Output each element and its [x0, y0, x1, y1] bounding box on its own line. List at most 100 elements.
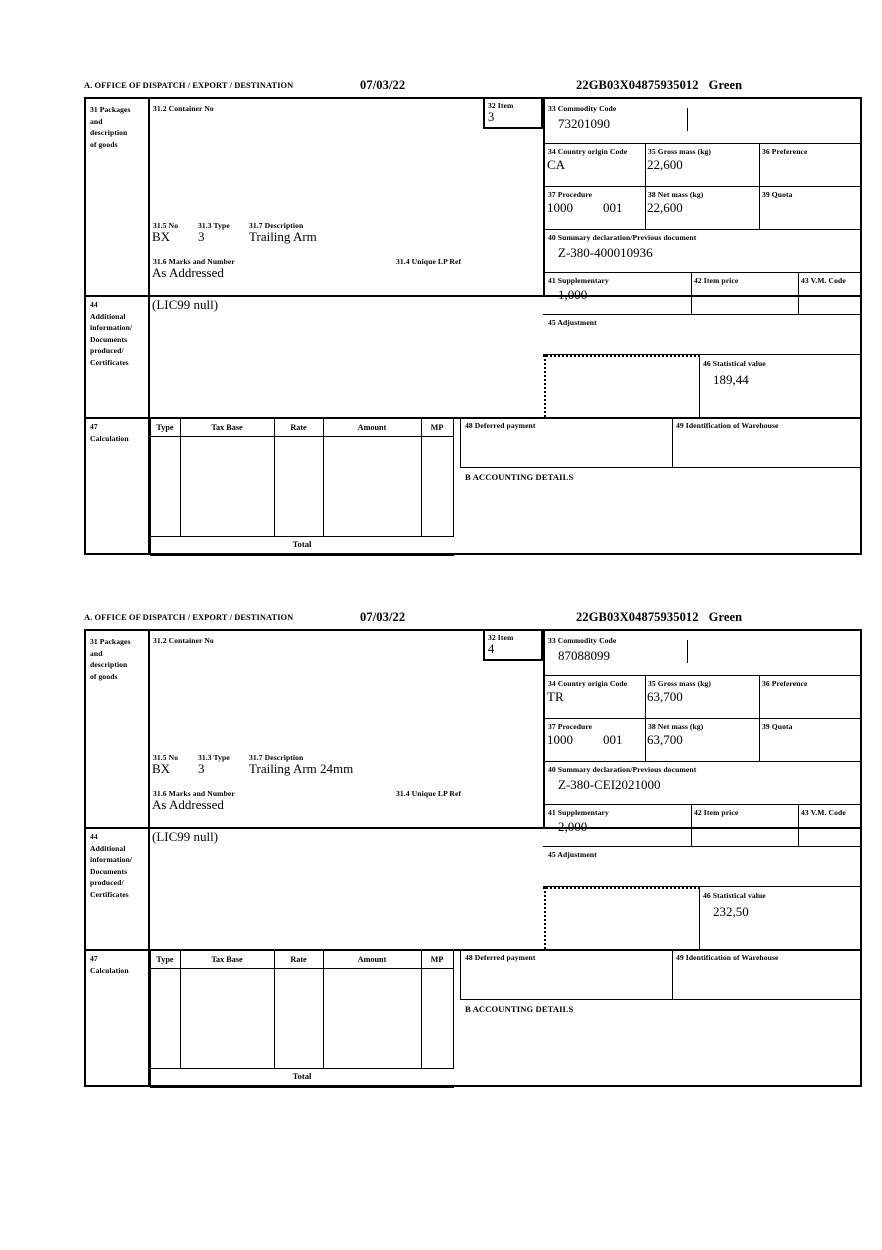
field-42-43-divider [798, 804, 799, 846]
field-37-label: 37 Procedure [548, 190, 593, 199]
field-42-label: 42 Item price [694, 808, 739, 817]
field-37-value-2: 001 [603, 200, 623, 215]
label-gutter-rule [148, 631, 150, 1087]
field-47-label: 47 Calculation [90, 954, 129, 975]
lane-value: Green [708, 78, 743, 92]
declaration-body: 31 Packages and description of goods 31.… [84, 99, 862, 556]
field-41-value: 1,000 [558, 287, 588, 302]
calc-header-type: Type [156, 423, 174, 432]
field-37-row-bottom-rule [543, 229, 860, 230]
mrn-value: 22GB03X04875935012 [576, 610, 699, 624]
calc-total-label: Total [292, 539, 312, 549]
field-31-2-label: 31.2 Container No [153, 636, 214, 645]
field-45-bottom-rule [543, 886, 860, 887]
field-40-label: 40 Summary declaration/Previous document [548, 233, 697, 242]
block-header: A. OFFICE OF DISPATCH / EXPORT / DESTINA… [84, 610, 862, 631]
field-40-bottom-rule [543, 272, 860, 273]
calc-header-mp: MP [430, 423, 444, 432]
field-48-left-rule [460, 417, 461, 467]
field-47-label: 47 Calculation [90, 422, 129, 443]
field-41-label: 41 Supplementary [548, 808, 609, 817]
declaration-date: 07/03/22 [360, 78, 406, 92]
field-33-label: 33 Commodity Code [548, 636, 617, 645]
field-44-value: (LIC99 null) [152, 297, 219, 312]
goods-section-bottom-rule [86, 827, 860, 829]
field-44-label: 44 Additional information/ Documents pro… [90, 832, 133, 899]
field-46-dotted-top-rule [543, 355, 700, 357]
field-37-row-bottom-rule [543, 761, 860, 762]
calc-col-type-right-rule [180, 951, 181, 1068]
field-34-35-divider [645, 143, 646, 186]
field-46-dotted-left-rule [544, 355, 546, 417]
mrn-and-lane: 22GB03X04875935012 Green [576, 610, 742, 625]
calc-col-amount-right-rule [421, 951, 422, 1068]
field-40-value: Z-380-CEI2021000 [558, 777, 661, 792]
field-40-bottom-rule [543, 804, 860, 805]
declaration-body: 31 Packages and description of goods 31.… [84, 631, 862, 1088]
field-46-value: 189,44 [713, 372, 749, 387]
field-46-left-divider [699, 887, 700, 949]
field-34-label: 34 Country origin Code [548, 679, 628, 688]
field-31-2-label: 31.2 Container No [153, 104, 214, 113]
calc-header-type: Type [156, 955, 174, 964]
field-37-label: 37 Procedure [548, 722, 593, 731]
accounting-details-label: B ACCOUNTING DETAILS [465, 1004, 574, 1014]
field-36-label: 36 Preference [762, 679, 808, 688]
field-41-label: 41 Supplementary [548, 276, 609, 285]
field-31-6-value: As Addressed [152, 265, 224, 280]
field-32-value: 3 [488, 110, 495, 124]
field-42-43-divider [798, 272, 799, 314]
calc-table-left-rule [150, 419, 151, 554]
field-38-39-divider [759, 718, 760, 761]
label-gutter-rule [148, 99, 150, 555]
calc-body-bottom-rule [150, 536, 454, 537]
field-37-value-2: 001 [603, 732, 623, 747]
calc-col-amount-right-rule [421, 419, 422, 536]
field-48-label: 48 Deferred payment [465, 421, 536, 430]
field-45-label: 45 Adjustment [548, 850, 597, 859]
goods-section-bottom-rule [86, 295, 860, 297]
field-31-5-label: 31.5 No [153, 221, 179, 230]
field-31-6-value: As Addressed [152, 797, 224, 812]
field-48-label: 48 Deferred payment [465, 953, 536, 962]
mrn-value: 22GB03X04875935012 [576, 78, 699, 92]
field-46-dotted-left-rule [544, 887, 546, 949]
calc-col-rate-right-rule [323, 951, 324, 1068]
field-34-label: 34 Country origin Code [548, 147, 628, 156]
field-34-value: CA [547, 157, 566, 172]
calc-header-tax-base: Tax Base [211, 955, 243, 964]
field-37-38-divider [645, 186, 646, 229]
field-33-value: 73201090 [558, 116, 610, 131]
declaration-date: 07/03/22 [360, 610, 406, 624]
field-31-6-label: 31.6 Marks and Number [153, 789, 235, 798]
field-35-value: 63,700 [647, 689, 683, 704]
field-37-38-divider [645, 718, 646, 761]
field-31-5-value: BX [152, 229, 171, 244]
field-32-item-box: 32 Item 4 [483, 631, 543, 661]
field-49-bottom-rule [460, 467, 860, 468]
field-35-value: 22,600 [647, 157, 683, 172]
field-49-label: 49 Identification of Warehouse [676, 953, 779, 962]
field-37-value-1: 1000 [547, 200, 573, 215]
calc-header-tax-base: Tax Base [211, 423, 243, 432]
field-49-label: 49 Identification of Warehouse [676, 421, 779, 430]
field-32-label: 32 Item [488, 633, 514, 642]
mrn-and-lane: 22GB03X04875935012 Green [576, 78, 742, 93]
calc-table-right-rule [453, 419, 454, 536]
field-33-divider-tick [687, 108, 688, 131]
field-35-36-divider [759, 143, 760, 186]
block-header: A. OFFICE OF DISPATCH / EXPORT / DESTINA… [84, 78, 862, 99]
declaration-block-item-4: A. OFFICE OF DISPATCH / EXPORT / DESTINA… [84, 610, 862, 1088]
goods-fiscal-divider [543, 99, 545, 295]
field-31-7-value: Trailing Arm [249, 229, 317, 244]
field-46-value: 232,50 [713, 904, 749, 919]
field-45-bottom-rule [543, 354, 860, 355]
calc-total-label: Total [292, 1071, 312, 1081]
field-38-label: 38 Net mass (kg) [648, 722, 704, 731]
field-32-item-box: 32 Item 3 [483, 99, 543, 129]
calc-header-rate: Rate [290, 955, 307, 964]
field-35-label: 35 Gross mass (kg) [648, 679, 712, 688]
calc-col-rate-right-rule [323, 419, 324, 536]
field-34-value: TR [547, 689, 564, 704]
field-31-7-label: 31.7 Description [249, 221, 304, 230]
